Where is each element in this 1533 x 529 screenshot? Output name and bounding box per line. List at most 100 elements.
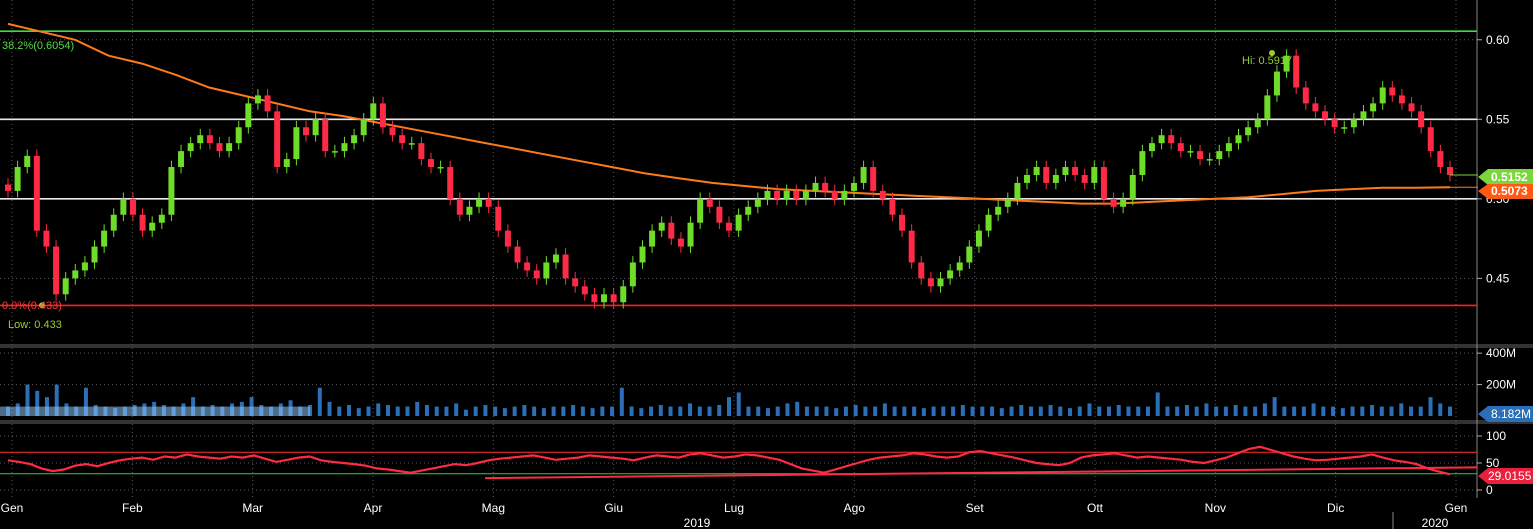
volume-bar bbox=[1292, 406, 1297, 416]
candle-body bbox=[1389, 87, 1396, 96]
candle-body bbox=[1139, 151, 1146, 175]
candle-body bbox=[1033, 167, 1040, 175]
volume-bar bbox=[1058, 406, 1063, 416]
volume-bar bbox=[1145, 406, 1150, 416]
candle-body bbox=[1072, 167, 1079, 175]
fib-382-label: 38.2%(0.6054) bbox=[2, 40, 74, 52]
candle-body bbox=[1148, 143, 1155, 152]
candle-body bbox=[476, 198, 483, 207]
volume-bar bbox=[912, 406, 917, 416]
candle-body bbox=[24, 155, 31, 168]
candle-body bbox=[1014, 182, 1021, 199]
y-tick-label: 0.45 bbox=[1486, 271, 1510, 285]
x-tick-label: Feb bbox=[122, 501, 143, 515]
volume-bar bbox=[843, 406, 848, 416]
candle-body bbox=[1418, 111, 1425, 128]
volume-bar bbox=[610, 406, 615, 416]
rsi-series bbox=[0, 445, 1478, 480]
candle-body bbox=[1216, 151, 1223, 160]
volume-bar bbox=[1448, 406, 1452, 416]
axes: Gen Feb Mar Apr Mag Giu Lug Ago Set Ott Nov Dic Gen2… bbox=[1, 33, 1516, 529]
candle-body bbox=[860, 167, 867, 183]
candle-body bbox=[1062, 167, 1069, 175]
volume-bar bbox=[25, 384, 30, 416]
volume-bar bbox=[1136, 406, 1141, 416]
volume-bar bbox=[1116, 405, 1121, 416]
volume-bar bbox=[902, 406, 907, 416]
x-tick-label: Set bbox=[966, 501, 985, 515]
volume-bar bbox=[1282, 406, 1287, 416]
candle-body bbox=[899, 214, 906, 231]
candle-body bbox=[1302, 87, 1309, 104]
volume-bar bbox=[678, 406, 683, 416]
low-marker bbox=[39, 302, 45, 309]
volume-bar bbox=[580, 406, 585, 416]
volume-bar bbox=[1068, 408, 1073, 416]
volume-bar bbox=[804, 406, 809, 416]
candle-body bbox=[427, 159, 434, 168]
volume-bar bbox=[1428, 397, 1433, 416]
candle-body bbox=[178, 151, 185, 168]
price-panel bbox=[0, 0, 1477, 342]
high-marker bbox=[1269, 49, 1275, 56]
volume-bar bbox=[736, 392, 741, 416]
candle-body bbox=[254, 95, 261, 104]
y-tick-label: 50 bbox=[1486, 456, 1500, 470]
candle-body bbox=[908, 230, 915, 263]
candle-body bbox=[1322, 111, 1329, 120]
candle-body bbox=[495, 206, 502, 231]
volume-bar bbox=[658, 405, 663, 416]
volume-bar bbox=[1175, 406, 1180, 416]
candle-body bbox=[1283, 55, 1290, 72]
volume-bar bbox=[1087, 403, 1092, 416]
candle-body bbox=[447, 167, 454, 199]
volume-bar bbox=[765, 408, 770, 416]
candle-body bbox=[1120, 198, 1127, 207]
candle-body bbox=[235, 127, 242, 144]
candle-body bbox=[1312, 103, 1319, 112]
volume-series bbox=[0, 384, 1452, 416]
candle-body bbox=[139, 214, 146, 231]
candle-body bbox=[956, 262, 963, 271]
candle-body bbox=[197, 135, 204, 144]
x-tick-label: Dic bbox=[1327, 501, 1344, 515]
candle-body bbox=[812, 182, 819, 191]
candle-body bbox=[1427, 127, 1434, 152]
candle-body bbox=[1264, 95, 1271, 120]
candle-body bbox=[1197, 151, 1204, 160]
volume-bar bbox=[54, 384, 59, 416]
volume-bar bbox=[1184, 405, 1189, 416]
volume-bar bbox=[1331, 406, 1336, 416]
volume-bar bbox=[785, 403, 790, 416]
candle-body bbox=[754, 198, 761, 207]
volume-bar bbox=[1340, 408, 1345, 416]
volume-bar bbox=[639, 408, 644, 416]
candle-body bbox=[485, 198, 492, 207]
x-tick-label: Ott bbox=[1087, 501, 1104, 515]
volume-bar bbox=[882, 403, 887, 416]
volume-bar bbox=[863, 406, 868, 416]
volume-bar bbox=[405, 406, 410, 416]
candle-body bbox=[120, 198, 127, 215]
volume-bar bbox=[1106, 406, 1111, 416]
year-label: 2019 bbox=[684, 516, 711, 529]
candle-body bbox=[101, 230, 108, 247]
candle-body bbox=[601, 294, 608, 303]
candle-body bbox=[303, 127, 310, 136]
y-tick-label: 0.55 bbox=[1486, 112, 1510, 126]
candle-body bbox=[975, 230, 982, 247]
volume-bar bbox=[1155, 392, 1160, 416]
x-tick-label: Mag bbox=[482, 501, 505, 515]
volume-bar bbox=[347, 405, 352, 416]
x-tick-label: Gen bbox=[1, 501, 24, 515]
candle-body bbox=[687, 222, 694, 247]
candle-body bbox=[43, 230, 50, 247]
panel-divider-top[interactable] bbox=[0, 344, 1533, 348]
candle-body bbox=[1370, 103, 1377, 112]
volume-bar bbox=[473, 406, 478, 416]
ma-price-tag bbox=[1478, 184, 1533, 199]
volume-bar bbox=[756, 406, 761, 416]
candle-body bbox=[129, 198, 136, 215]
panel-divider-bottom[interactable] bbox=[0, 420, 1533, 424]
candle-body bbox=[985, 214, 992, 231]
